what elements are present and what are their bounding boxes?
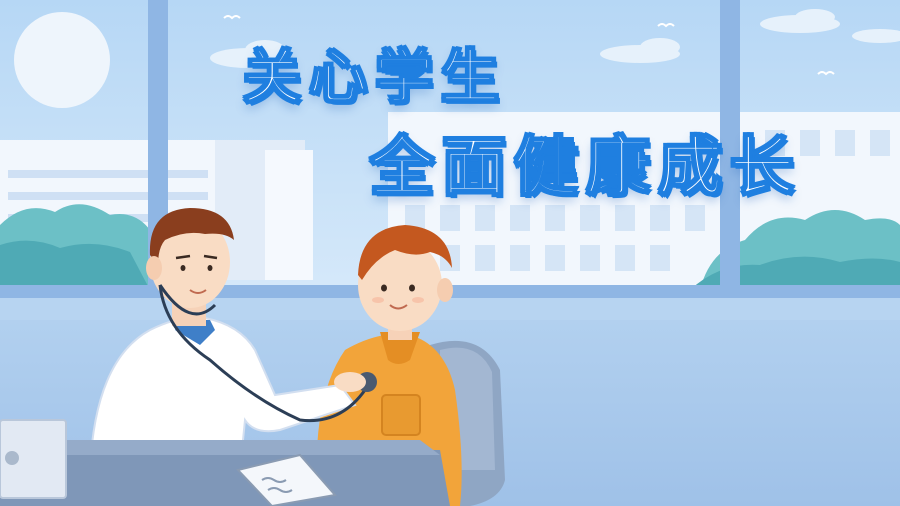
sun (14, 12, 110, 108)
clouds (210, 9, 900, 68)
headline-line-2: 全面健康成长 (369, 130, 802, 206)
clipboard (236, 453, 337, 506)
doctor (88, 208, 377, 500)
birds (223, 15, 835, 76)
trees (0, 204, 900, 290)
desk (0, 419, 450, 506)
headline-line-1: 关心学生 (242, 42, 508, 112)
